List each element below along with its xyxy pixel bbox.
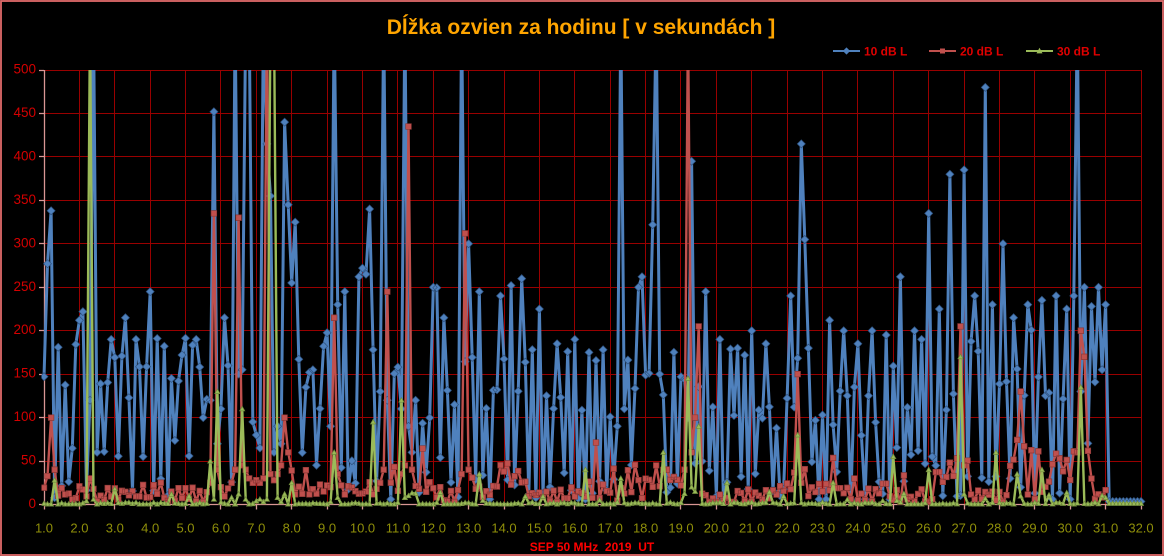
svg-text:400: 400	[13, 148, 36, 163]
svg-text:350: 350	[13, 192, 36, 207]
svg-text:21.0: 21.0	[739, 521, 764, 536]
svg-text:8.0: 8.0	[283, 521, 301, 536]
svg-text:18.0: 18.0	[633, 521, 658, 536]
svg-text:16.0: 16.0	[562, 521, 587, 536]
svg-text:300: 300	[13, 235, 36, 250]
svg-text:5.0: 5.0	[176, 521, 194, 536]
svg-text:10.0: 10.0	[350, 521, 375, 536]
svg-text:13.0: 13.0	[456, 521, 481, 536]
svg-text:23.0: 23.0	[810, 521, 835, 536]
svg-text:19.0: 19.0	[668, 521, 693, 536]
svg-text:1.0: 1.0	[35, 521, 53, 536]
svg-text:31.0: 31.0	[1093, 521, 1118, 536]
svg-text:22.0: 22.0	[774, 521, 799, 536]
svg-text:28.0: 28.0	[987, 521, 1012, 536]
svg-text:500: 500	[13, 62, 36, 77]
svg-text:27.0: 27.0	[951, 521, 976, 536]
svg-text:SEP 50 MHz 2019 UT: SEP 50 MHz 2019 UT	[530, 540, 655, 554]
svg-text:100: 100	[13, 409, 36, 424]
svg-text:250: 250	[13, 279, 36, 294]
svg-text:150: 150	[13, 366, 36, 381]
svg-text:7.0: 7.0	[247, 521, 265, 536]
svg-text:10 dB L: 10 dB L	[864, 45, 907, 59]
svg-text:14.0: 14.0	[491, 521, 516, 536]
svg-text:30 dB L: 30 dB L	[1057, 45, 1100, 59]
svg-text:29.0: 29.0	[1022, 521, 1047, 536]
svg-text:26.0: 26.0	[916, 521, 941, 536]
svg-text:20 dB L: 20 dB L	[960, 45, 1003, 59]
svg-text:50: 50	[21, 453, 36, 468]
svg-text:Dĺžka ozvien za hodinu [ v sek: Dĺžka ozvien za hodinu [ v sekundách ]	[387, 15, 776, 39]
svg-text:4.0: 4.0	[141, 521, 159, 536]
svg-text:6.0: 6.0	[212, 521, 230, 536]
svg-text:15.0: 15.0	[527, 521, 552, 536]
svg-text:9.0: 9.0	[318, 521, 336, 536]
svg-text:30.0: 30.0	[1058, 521, 1083, 536]
svg-text:450: 450	[13, 105, 36, 120]
svg-text:0: 0	[28, 496, 36, 511]
svg-text:20.0: 20.0	[704, 521, 729, 536]
svg-text:32.0: 32.0	[1128, 521, 1153, 536]
svg-text:17.0: 17.0	[598, 521, 623, 536]
svg-text:3.0: 3.0	[106, 521, 124, 536]
svg-text:25.0: 25.0	[881, 521, 906, 536]
svg-text:24.0: 24.0	[845, 521, 870, 536]
svg-text:2.0: 2.0	[70, 521, 88, 536]
svg-text:200: 200	[13, 322, 36, 337]
svg-text:12.0: 12.0	[421, 521, 446, 536]
svg-text:11.0: 11.0	[386, 521, 410, 536]
